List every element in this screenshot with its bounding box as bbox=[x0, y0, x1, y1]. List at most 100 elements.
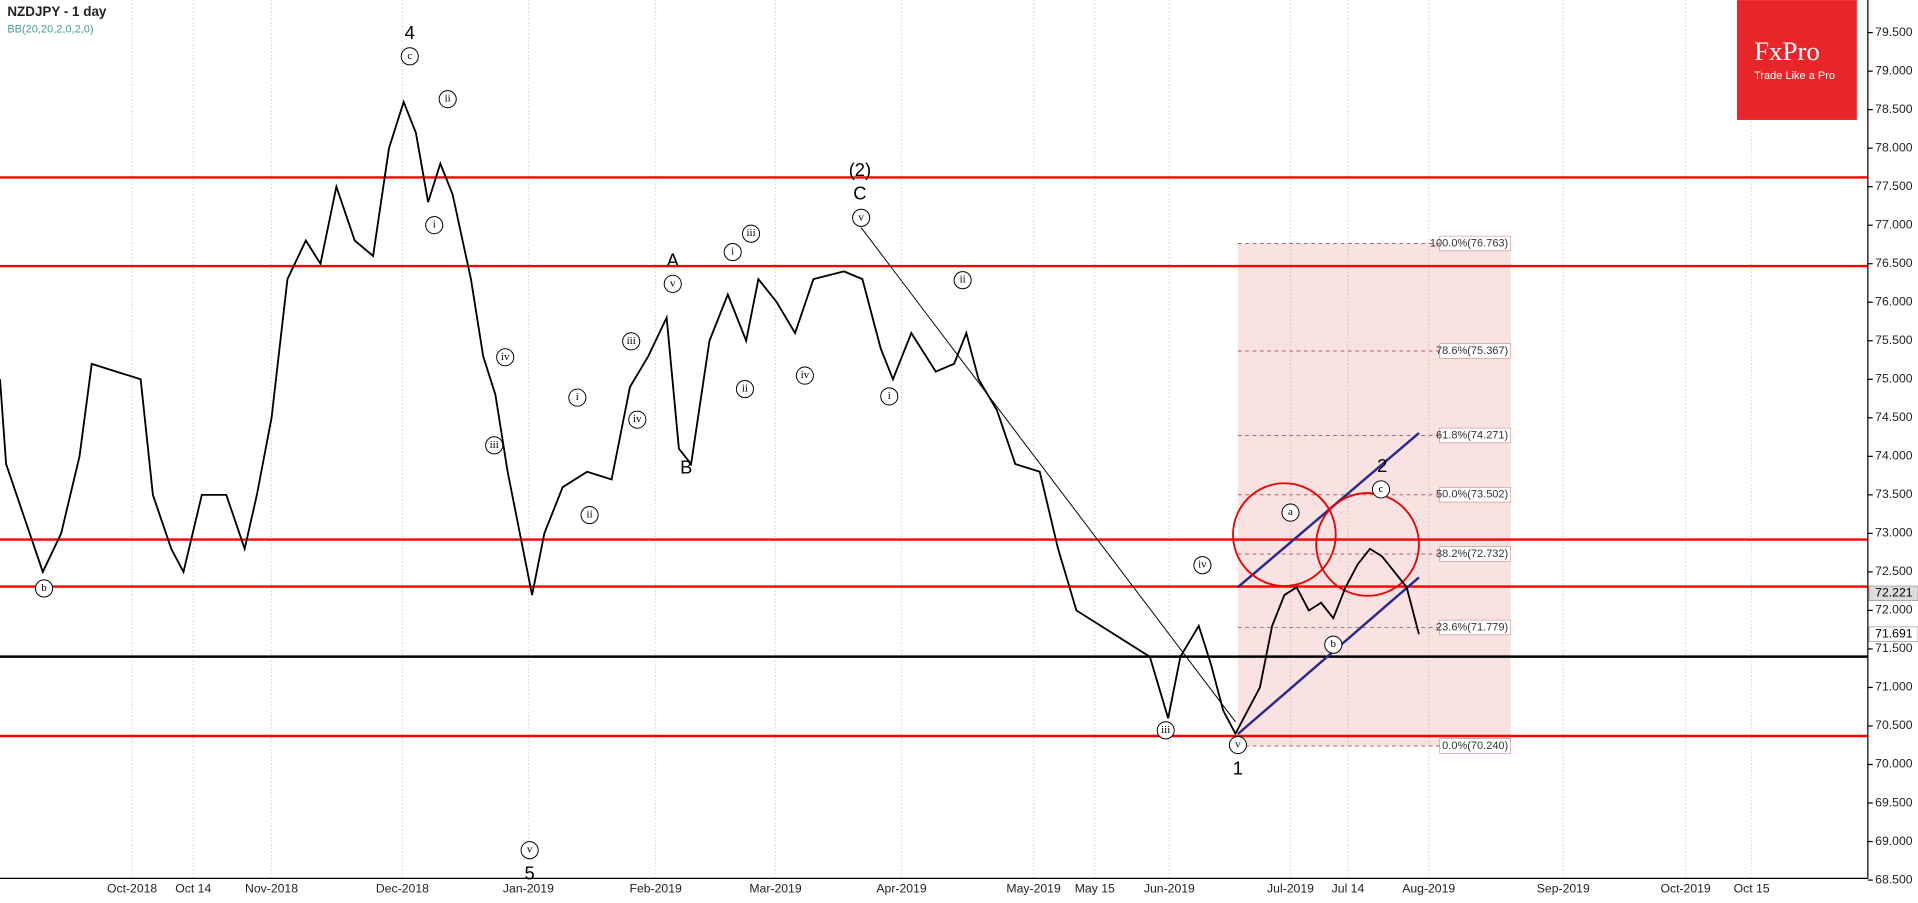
highlight-circle bbox=[1232, 482, 1337, 587]
x-tick-label: Jul-2019 bbox=[1267, 882, 1314, 896]
y-tick-label: 77.000 bbox=[1875, 217, 1913, 231]
wave-label: ii bbox=[445, 93, 451, 105]
wave-label: b bbox=[1331, 638, 1337, 650]
x-tick-label: May 15 bbox=[1075, 882, 1115, 896]
wave-label: a bbox=[1288, 506, 1293, 518]
fib-label: 23.6%(71.779) bbox=[1436, 621, 1508, 633]
wave-circle bbox=[520, 841, 539, 860]
wave-circle bbox=[852, 208, 871, 227]
x-tick-label: Nov-2018 bbox=[245, 882, 298, 896]
x-tick-label: Aug-2019 bbox=[1402, 882, 1455, 896]
fib-label-bg bbox=[1439, 235, 1511, 252]
y-tick-label: 74.000 bbox=[1875, 449, 1913, 463]
wave-circle bbox=[735, 380, 754, 399]
fib-label-bg bbox=[1439, 343, 1511, 359]
fib-label-bg bbox=[1439, 546, 1511, 562]
y-tick-label: 73.000 bbox=[1875, 526, 1913, 540]
x-tick-label: Jul 14 bbox=[1332, 882, 1365, 896]
price-mark-label: 72.221 bbox=[1875, 586, 1913, 600]
wave-label: ii bbox=[960, 274, 966, 286]
wave-circle bbox=[1281, 503, 1300, 522]
wave-label: i bbox=[576, 391, 579, 403]
x-tick-label: Jun-2019 bbox=[1144, 882, 1195, 896]
fib-label-bg bbox=[1439, 619, 1511, 636]
wave-label: i bbox=[731, 246, 734, 258]
wave-circle bbox=[628, 410, 647, 429]
fib-label: 50.0%(73.502) bbox=[1436, 489, 1508, 501]
x-tick-label: Oct-2019 bbox=[1660, 882, 1710, 896]
y-tick-label: 78.500 bbox=[1875, 102, 1913, 116]
wave-label: 5 bbox=[525, 863, 535, 884]
channel-line bbox=[1237, 576, 1420, 735]
wave-label: v bbox=[1235, 739, 1241, 751]
y-tick-label: 68.500 bbox=[1875, 872, 1913, 886]
wave-label: i bbox=[888, 390, 891, 402]
wave-circle bbox=[1371, 480, 1391, 499]
fib-label-bg bbox=[1439, 738, 1511, 754]
fib-label: 38.2%(72.732) bbox=[1436, 548, 1508, 560]
wave-circle bbox=[880, 387, 899, 406]
y-tick-label: 75.000 bbox=[1875, 372, 1913, 386]
logo-slogan: Trade Like a Pro bbox=[1754, 70, 1835, 82]
x-tick-label: Oct 14 bbox=[175, 882, 211, 896]
x-tick-label: Jan-2019 bbox=[503, 882, 554, 896]
wave-label: ii bbox=[742, 383, 748, 395]
wave-label: iv bbox=[501, 351, 510, 363]
x-tick-label: Mar-2019 bbox=[749, 882, 801, 896]
wave-label: B bbox=[680, 456, 692, 477]
y-tick-label: 76.500 bbox=[1875, 256, 1913, 270]
wave-circle bbox=[742, 224, 761, 243]
highlight-circle bbox=[1315, 492, 1420, 597]
y-tick-label: 77.500 bbox=[1875, 179, 1913, 193]
price-mark-box bbox=[1868, 585, 1918, 602]
price-mark-box bbox=[1868, 626, 1918, 642]
price-axis-bg bbox=[1867, 0, 1918, 898]
wave-circle bbox=[400, 47, 419, 66]
wave-label: C bbox=[853, 182, 866, 203]
y-tick-label: 72.500 bbox=[1875, 564, 1913, 578]
indicator-label: BB(20,20,2,0,2,0) bbox=[7, 23, 93, 35]
y-tick-label: 74.500 bbox=[1875, 410, 1913, 424]
wave-label: b bbox=[41, 582, 47, 594]
wave-circle bbox=[1228, 735, 1247, 755]
y-tick-label: 71.500 bbox=[1875, 641, 1913, 655]
wave-circle bbox=[663, 274, 682, 293]
y-tick-label: 79.500 bbox=[1875, 25, 1913, 39]
wave-label: i bbox=[433, 219, 436, 231]
wave-circle bbox=[953, 271, 972, 290]
wave-circle bbox=[34, 579, 54, 598]
price-mark-label: 71.691 bbox=[1875, 626, 1913, 640]
wave-circle bbox=[580, 506, 599, 525]
y-tick-label: 70.000 bbox=[1875, 757, 1913, 771]
wave-label: iii bbox=[490, 439, 499, 451]
x-tick-label: Feb-2019 bbox=[629, 882, 682, 896]
trend-line bbox=[860, 227, 1236, 723]
logo-box bbox=[1736, 0, 1857, 120]
price-line bbox=[0, 99, 1420, 736]
x-tick-label: May-2019 bbox=[1006, 882, 1061, 896]
fib-label: 78.6%(75.367) bbox=[1436, 345, 1508, 357]
wave-circle bbox=[795, 366, 814, 385]
fib-label: 0.0%(70.240) bbox=[1442, 740, 1508, 752]
wave-circle bbox=[425, 216, 444, 235]
x-tick-label: Dec-2018 bbox=[376, 882, 429, 896]
wave-label: c bbox=[407, 50, 412, 62]
wave-circle bbox=[485, 436, 504, 455]
wave-label: 2 bbox=[1377, 455, 1387, 476]
y-tick-label: 78.000 bbox=[1875, 140, 1913, 154]
x-tick-label: Oct 15 bbox=[1734, 882, 1770, 896]
wave-circle bbox=[568, 388, 587, 407]
wave-label: A bbox=[667, 250, 680, 271]
wave-circle bbox=[1193, 556, 1212, 575]
wave-label: iv bbox=[801, 369, 810, 381]
logo-name: FxPro bbox=[1754, 36, 1820, 66]
y-tick-label: 69.000 bbox=[1875, 834, 1913, 848]
chart-title: NZDJPY - 1 day bbox=[7, 4, 107, 19]
y-tick-label: 76.000 bbox=[1875, 294, 1913, 308]
fib-label: 61.8%(74.271) bbox=[1436, 429, 1508, 441]
wave-circle bbox=[1156, 721, 1175, 740]
y-tick-label: 73.500 bbox=[1875, 487, 1913, 501]
wave-label: 4 bbox=[405, 22, 415, 43]
